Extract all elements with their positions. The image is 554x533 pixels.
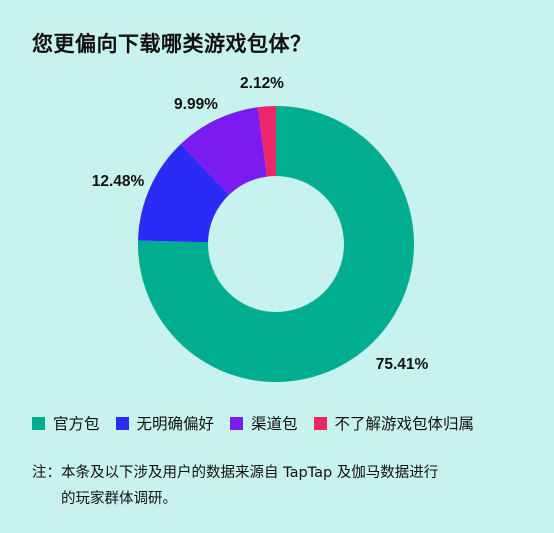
legend-label-official: 官方包 [53,415,100,433]
legend-item-unknown: 不了解游戏包体归属 [313,412,475,434]
slice-label-no-preference: 12.48% [92,173,145,190]
legend-swatch-official [32,416,45,430]
legend-item-no-preference: 无明确偏好 [115,412,215,434]
legend-item-channel: 渠道包 [230,412,298,434]
slice-label-channel: 9.99% [174,96,218,113]
legend-swatch-unknown [313,416,327,430]
slice-labels: 75.41% 12.48% 9.99% 2.12% [92,75,429,373]
donut-slices [138,106,414,382]
legend-item-official: 官方包 [32,412,100,434]
chart-title: 您更偏向下载哪类游戏包体？ [32,32,312,56]
slice-channel [180,107,267,195]
slice-label-unknown: 2.12% [240,75,284,92]
footnote-line-2: 的玩家群体调研。 [61,491,177,507]
legend-swatch-channel [230,416,244,430]
legend: 官方包 无明确偏好 渠道包 不了解游戏包体归属 [32,412,490,434]
slice-no-preference [138,144,230,243]
legend-label-channel: 渠道包 [251,415,298,433]
footnote-prefix: 注： [32,465,61,481]
legend-label-no-preference: 无明确偏好 [136,415,215,433]
footnote-line-1: 本条及以下涉及用户的数据来源自 TapTap 及伽马数据进行 [61,465,439,481]
slice-unknown [257,106,276,177]
donut-chart: 75.41% 12.48% 9.99% 2.12% [92,75,429,382]
legend-label-unknown: 不了解游戏包体归属 [334,415,475,433]
legend-swatch-no-preference [115,416,129,430]
footnote: 注：本条及以下涉及用户的数据来源自 TapTap 及伽马数据进行 的玩家群体调研… [32,460,532,512]
slice-official [138,106,414,382]
slice-label-official: 75.41% [376,356,429,373]
